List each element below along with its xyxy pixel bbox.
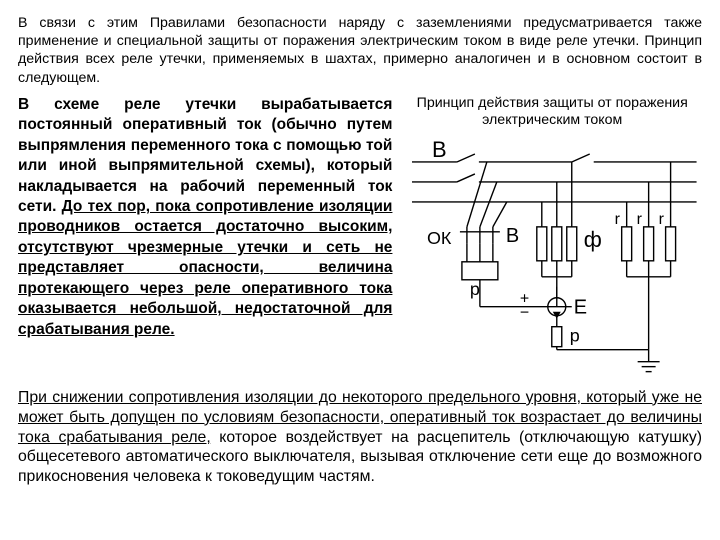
label-OK: ОК [427, 228, 452, 248]
label-r2: r [637, 211, 643, 228]
label-p1: р [470, 279, 480, 299]
label-B1: В [432, 137, 447, 162]
label-minus: − [520, 305, 529, 322]
label-r1: r [615, 211, 621, 228]
label-phi: ф [584, 227, 602, 252]
label-p2: р [570, 326, 580, 346]
label-r3: r [659, 211, 665, 228]
mid-row: В схеме реле утечки вырабатывается посто… [18, 95, 702, 382]
mid-left-paragraph: В схеме реле утечки вырабатывается посто… [18, 95, 392, 382]
label-B2: В [506, 225, 519, 247]
paragraph-top: В связи с этим Правилами безопасности на… [18, 14, 702, 87]
label-E: E [574, 297, 587, 319]
mid-left-underlined: До тех пор, пока сопротивление изоляции … [18, 198, 392, 338]
mid-right-column: Принцип действия защиты от поражения эле… [402, 95, 702, 382]
paragraph-bottom: При снижении сопротивления изоляции до н… [18, 388, 702, 487]
diagram-caption: Принцип действия защиты от поражения эле… [402, 95, 702, 131]
circuit-diagram: В ОК В р [402, 132, 702, 382]
